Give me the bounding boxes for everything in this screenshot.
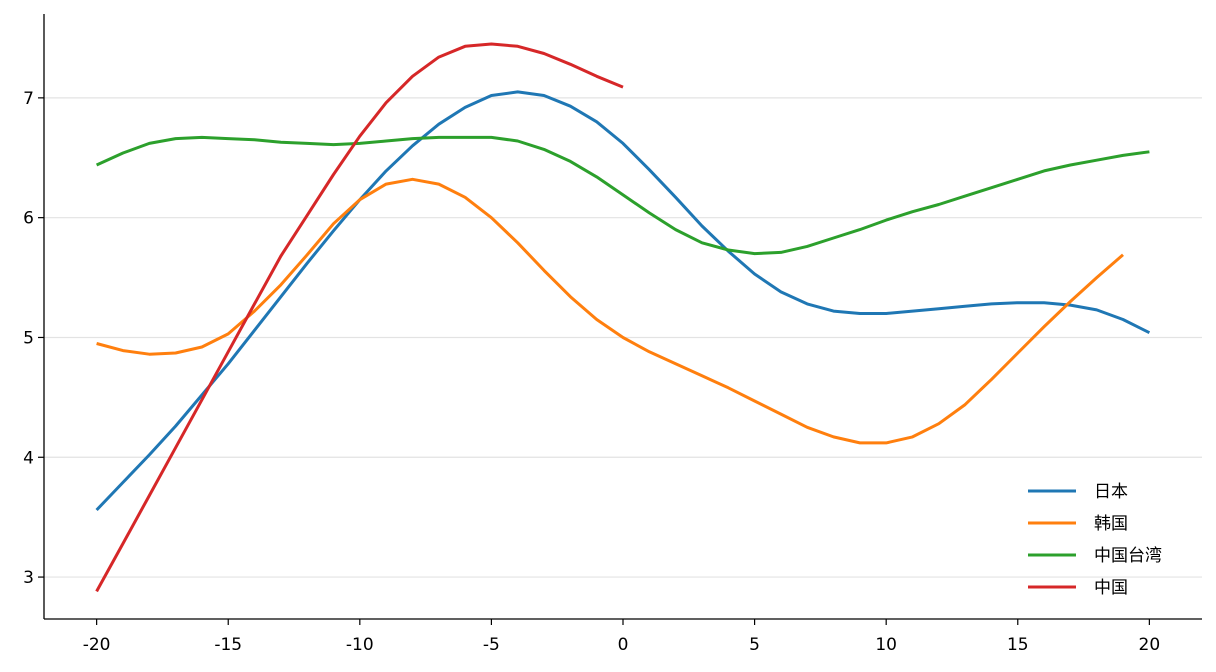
series-line-0	[95, 90, 1151, 512]
y-tick-label: 4	[23, 448, 34, 468]
y-tick-label: 5	[23, 328, 34, 348]
x-tick-label: -15	[214, 635, 242, 655]
legend-label: 韩国	[1094, 514, 1128, 534]
y-tick-label: 6	[23, 209, 34, 229]
y-tick-label: 7	[23, 89, 34, 109]
x-tick-label: 20	[1139, 635, 1161, 655]
x-tick-label: -5	[483, 635, 500, 655]
x-tick-label: 15	[1007, 635, 1029, 655]
legend-label: 日本	[1094, 482, 1128, 502]
series-lines	[95, 42, 1151, 593]
x-tick-label: -10	[346, 635, 374, 655]
series-line-1	[96, 177, 1124, 445]
series-line-2	[95, 135, 1150, 256]
x-tick-label: -20	[83, 635, 111, 655]
x-tick-label: 0	[618, 635, 629, 655]
y-ticks: 3 4 5 6 7	[23, 89, 44, 588]
legend-label: 中国台湾	[1094, 546, 1162, 566]
x-tick-label: 5	[749, 635, 760, 655]
x-ticks: -20 -15 -10 -5 0 5 10 15 20	[83, 619, 1160, 655]
y-tick-label: 3	[23, 568, 34, 588]
axes	[43, 14, 1202, 620]
x-tick-label: 10	[875, 635, 897, 655]
series-line-3	[95, 42, 624, 593]
legend-label: 中国	[1094, 578, 1128, 598]
